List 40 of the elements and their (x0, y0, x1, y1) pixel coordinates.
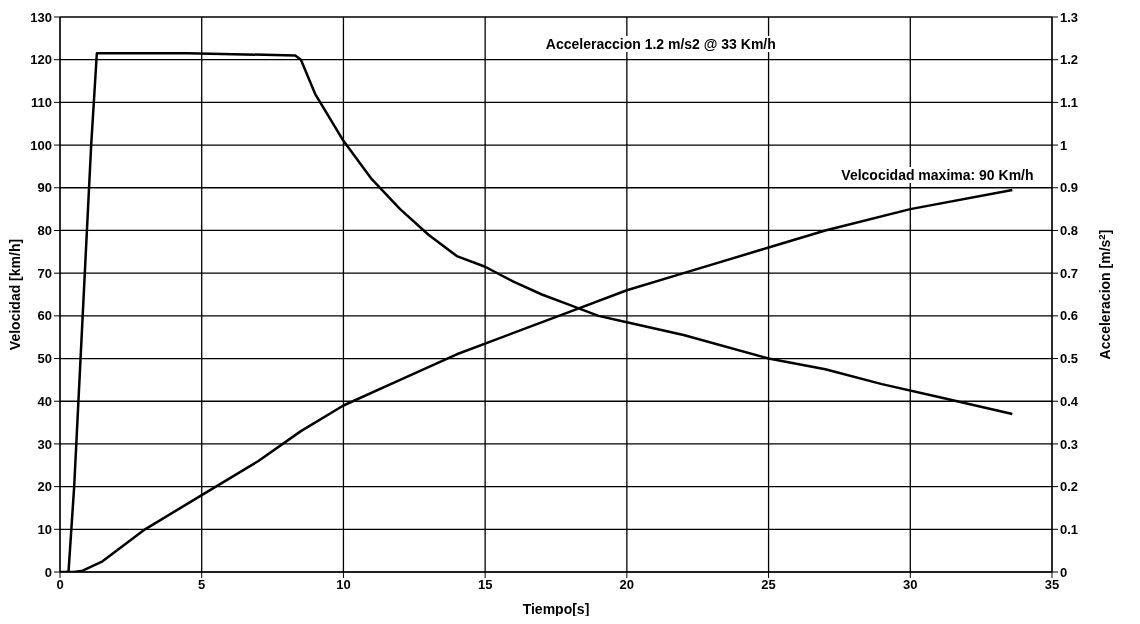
x-tick-label: 10 (336, 577, 351, 593)
y-tick-label: 40 (37, 393, 52, 409)
y-tick-label: 130 (30, 9, 52, 25)
y-tick-label: 100 (30, 137, 52, 153)
x-tick-label: 20 (619, 577, 635, 593)
y-tick-label: 110 (31, 95, 52, 110)
y-axis-title: Velocidad [km/h] (7, 238, 23, 351)
y2-tick-label: 0.2 (1060, 479, 1079, 495)
y2-tick-label: 0.5 (1060, 351, 1079, 367)
x-tick-label: 30 (903, 577, 918, 593)
y2-tick-label: 0.6 (1060, 308, 1079, 324)
y-tick-label: 30 (37, 436, 52, 452)
y2-tick-label: 0.1 (1060, 521, 1079, 537)
y2-tick-label: 0.7 (1060, 265, 1079, 281)
x-axis-title: Tiempo[s] (522, 601, 590, 617)
y2-tick-label: 0.4 (1060, 393, 1079, 409)
y-tick-label: 80 (37, 223, 52, 239)
y-tick-label: 60 (37, 308, 52, 324)
x-tick-label: 0 (56, 577, 64, 593)
y-tick-label: 0 (44, 564, 52, 580)
y-tick-label: 20 (37, 479, 52, 495)
y-tick-label: 10 (37, 521, 52, 537)
y2-tick-label: 1 (1060, 137, 1068, 153)
y-tick-label: 120 (30, 52, 52, 68)
y2-tick-label: 1.1 (1060, 95, 1079, 110)
annotation: Acceleraccion 1.2 m/s2 @ 33 Km/h (543, 36, 778, 53)
x-tick-label: 35 (1044, 577, 1060, 593)
y2-tick-label: 0 (1060, 564, 1068, 580)
annotation: Velcocidad maxima: 90 Km/h (839, 166, 1036, 183)
x-tick-label: 15 (477, 577, 493, 593)
x-tick-label: 5 (198, 577, 206, 593)
y2-tick-label: 0.3 (1060, 436, 1079, 452)
y2-tick-label: 0.8 (1060, 223, 1079, 239)
y-tick-label: 90 (37, 180, 52, 196)
y-tick-label: 50 (37, 351, 52, 367)
y2-tick-label: 0.9 (1060, 180, 1079, 196)
x-tick-label: 25 (761, 577, 776, 593)
y2-tick-label: 1.2 (1060, 52, 1079, 68)
y2-tick-label: 1.3 (1060, 9, 1079, 25)
y-tick-label: 70 (37, 265, 52, 281)
